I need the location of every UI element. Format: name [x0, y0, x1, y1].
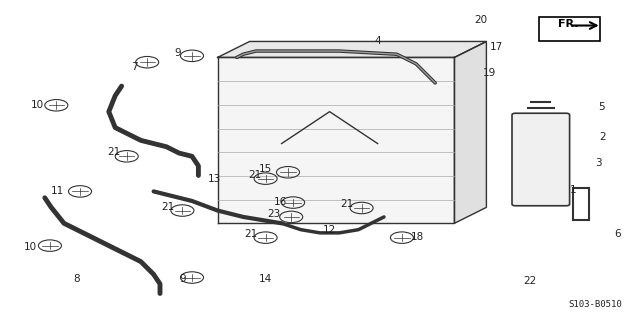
Text: 6: 6 [614, 229, 621, 240]
Text: 12: 12 [323, 225, 336, 235]
Text: 21: 21 [340, 198, 353, 209]
Text: 1: 1 [570, 185, 576, 195]
Text: 23: 23 [268, 209, 280, 219]
Text: S103-B0510: S103-B0510 [568, 300, 622, 309]
Text: 8: 8 [74, 274, 80, 284]
Text: 9: 9 [179, 274, 186, 284]
Text: 13: 13 [208, 174, 221, 184]
Text: 21: 21 [244, 229, 257, 240]
Text: 9: 9 [175, 48, 181, 58]
FancyBboxPatch shape [512, 113, 570, 206]
Text: 11: 11 [51, 186, 64, 197]
Text: 4: 4 [374, 36, 381, 47]
Polygon shape [218, 57, 454, 223]
Text: 21: 21 [108, 146, 120, 157]
Text: 18: 18 [411, 232, 424, 242]
Text: FR.: FR. [558, 19, 579, 29]
Text: 19: 19 [483, 68, 496, 78]
Text: 14: 14 [259, 274, 272, 284]
Text: 20: 20 [475, 15, 488, 25]
FancyArrowPatch shape [572, 22, 596, 29]
Text: 22: 22 [524, 276, 536, 286]
Text: 3: 3 [595, 158, 602, 168]
Text: 21: 21 [161, 202, 174, 212]
Text: 10: 10 [31, 100, 44, 110]
Polygon shape [454, 41, 486, 223]
Polygon shape [218, 41, 486, 57]
Text: 17: 17 [490, 42, 502, 52]
Text: 10: 10 [24, 242, 37, 252]
Text: 5: 5 [598, 102, 605, 112]
Text: 2: 2 [600, 132, 606, 142]
Text: 16: 16 [274, 197, 287, 207]
Text: 15: 15 [259, 164, 272, 174]
Text: 21: 21 [248, 170, 261, 181]
FancyBboxPatch shape [539, 17, 600, 41]
Text: 7: 7 [131, 62, 138, 72]
